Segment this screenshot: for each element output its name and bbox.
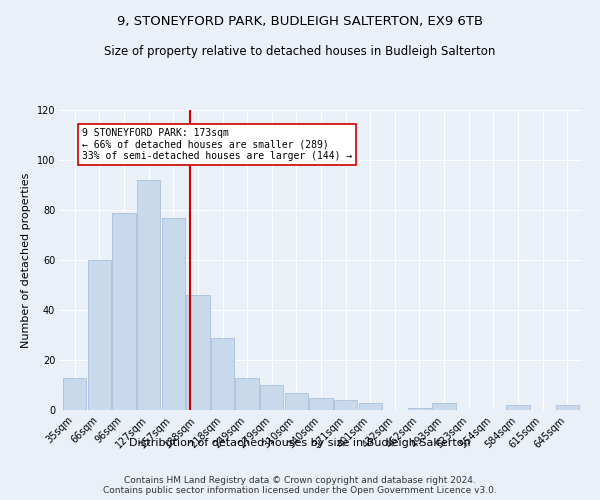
Bar [211,338,234,410]
Bar [334,400,358,410]
Bar [112,212,136,410]
Text: Contains HM Land Registry data © Crown copyright and database right 2024.
Contai: Contains HM Land Registry data © Crown c… [103,476,497,495]
Bar [63,378,86,410]
Bar [359,402,382,410]
Bar [137,180,160,410]
Bar [186,295,209,410]
Bar [408,408,431,410]
Bar [506,405,530,410]
Bar [235,378,259,410]
Bar [433,402,456,410]
Bar [310,398,332,410]
Bar [161,218,185,410]
Bar [260,385,283,410]
Text: 9, STONEYFORD PARK, BUDLEIGH SALTERTON, EX9 6TB: 9, STONEYFORD PARK, BUDLEIGH SALTERTON, … [117,15,483,28]
Bar [284,392,308,410]
Text: 9 STONEYFORD PARK: 173sqm
← 66% of detached houses are smaller (289)
33% of semi: 9 STONEYFORD PARK: 173sqm ← 66% of detac… [82,128,352,160]
Bar [556,405,579,410]
Y-axis label: Number of detached properties: Number of detached properties [21,172,31,348]
Text: Size of property relative to detached houses in Budleigh Salterton: Size of property relative to detached ho… [104,45,496,58]
Text: Distribution of detached houses by size in Budleigh Salterton: Distribution of detached houses by size … [129,438,471,448]
Bar [88,260,111,410]
